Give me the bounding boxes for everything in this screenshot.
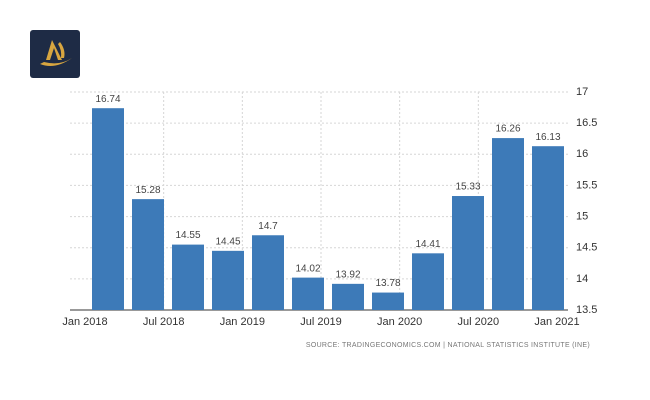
value-label: 15.33: [455, 182, 480, 193]
x-tick-label: Jan 2020: [377, 316, 422, 328]
bar: [452, 196, 484, 310]
x-tick-label: Jul 2018: [143, 316, 185, 328]
value-label: 13.78: [375, 278, 400, 289]
y-tick-label: 13.5: [576, 304, 597, 316]
bar: [92, 108, 124, 311]
logo: [30, 30, 80, 78]
y-tick-label: 17: [576, 86, 588, 98]
y-tick-label: 15: [576, 210, 588, 222]
value-label: 14.02: [295, 263, 320, 274]
bar: [292, 277, 324, 310]
x-tick-label: Jan 2019: [220, 316, 265, 328]
bar: [132, 199, 164, 310]
y-tick-label: 16: [576, 148, 588, 160]
bar: [332, 283, 364, 310]
value-label: 14.7: [258, 221, 278, 232]
value-label: 16.13: [535, 132, 560, 143]
value-label: 16.26: [495, 124, 520, 135]
value-label: 13.92: [335, 269, 360, 280]
bar: [212, 250, 244, 310]
bar: [492, 138, 524, 310]
x-tick-label: Jan 2018: [62, 316, 107, 328]
x-tick-label: Jul 2020: [458, 316, 500, 328]
y-tick-label: 14: [576, 273, 588, 285]
y-tick-label: 16.5: [576, 117, 597, 129]
bar: [532, 146, 564, 310]
value-label: 15.28: [135, 185, 160, 196]
value-label: 14.45: [215, 236, 240, 247]
y-tick-label: 15.5: [576, 179, 597, 191]
x-tick-label: Jan 2021: [534, 316, 579, 328]
value-label: 14.41: [415, 239, 440, 250]
x-tick-label: Jul 2019: [300, 316, 342, 328]
bar: [372, 292, 404, 310]
bar: [412, 253, 444, 310]
value-label: 16.74: [95, 94, 120, 105]
value-label: 14.55: [175, 230, 200, 241]
bar: [252, 235, 284, 310]
source: SOURCE: TRADINGECONOMICS.COM | NATIONAL …: [306, 342, 590, 349]
bar: [172, 244, 204, 310]
y-tick-label: 14.5: [576, 242, 597, 254]
